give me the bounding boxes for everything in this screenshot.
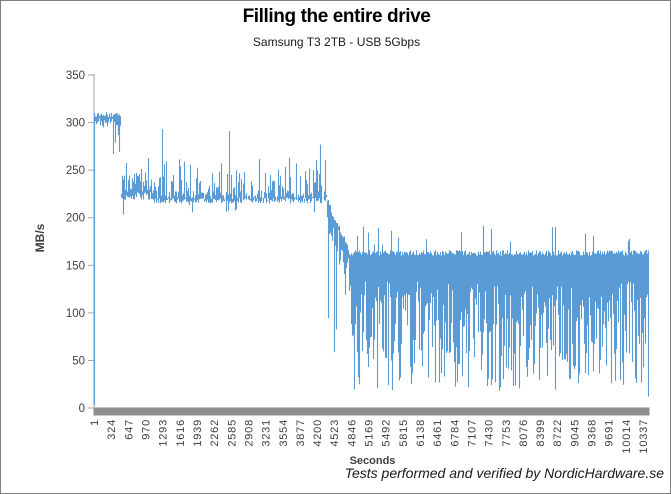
x-tick-label: 6138 bbox=[415, 419, 427, 447]
x-tick-label: 9045 bbox=[569, 419, 581, 447]
y-tick-label: 150 bbox=[66, 260, 85, 272]
x-axis-band bbox=[93, 407, 650, 416]
x-tick-label: 9691 bbox=[604, 419, 616, 447]
x-tick-label: 6461 bbox=[432, 419, 444, 447]
x-tick-label: 7753 bbox=[501, 419, 513, 447]
x-tick-label: 970 bbox=[141, 419, 153, 440]
x-tick-label: 5815 bbox=[398, 419, 410, 447]
x-tick-label: 8399 bbox=[535, 419, 547, 447]
x-tick-label: 10014 bbox=[621, 419, 633, 454]
y-tick-label: 100 bbox=[66, 308, 85, 320]
series-throughput bbox=[93, 112, 650, 406]
x-tick-label: 1 bbox=[89, 419, 101, 426]
y-tick-label: 350 bbox=[66, 70, 85, 82]
y-tick-label: 250 bbox=[66, 165, 85, 177]
x-tick-label: 2908 bbox=[243, 419, 255, 447]
x-axis-title: Seconds bbox=[349, 455, 396, 467]
x-tick-label: 4846 bbox=[346, 419, 358, 447]
x-tick-label: 8076 bbox=[518, 419, 530, 447]
x-tick-label: 647 bbox=[123, 419, 135, 440]
x-tick-label: 6784 bbox=[449, 419, 461, 447]
chart-subtitle: Samsung T3 2TB - USB 5Gbps bbox=[252, 35, 421, 49]
x-tick-label: 5492 bbox=[381, 419, 393, 447]
y-tick-label: 200 bbox=[66, 213, 85, 225]
x-tick-label: 1293 bbox=[158, 419, 170, 447]
x-tick-label: 3554 bbox=[278, 419, 290, 447]
x-tick-label: 3231 bbox=[261, 419, 273, 447]
y-tick-label: 0 bbox=[79, 403, 85, 415]
y-tick-label: 50 bbox=[72, 355, 85, 367]
x-tick-label: 1616 bbox=[175, 419, 187, 447]
x-tick-label: 2585 bbox=[226, 419, 238, 447]
x-tick-label: 324 bbox=[106, 419, 118, 440]
x-tick-label: 8722 bbox=[552, 419, 564, 447]
x-tick-label: 3877 bbox=[295, 419, 307, 447]
x-tick-label: 4200 bbox=[312, 419, 324, 447]
x-tick-label: 4523 bbox=[329, 419, 341, 447]
chart-title: Filling the entire drive bbox=[242, 6, 431, 27]
footer-credit: Tests performed and verified by NordicHa… bbox=[344, 465, 664, 481]
x-tick-label: 10337 bbox=[638, 419, 650, 454]
y-tick-label: 300 bbox=[66, 118, 85, 130]
chart-canvas: 0 50 100 150 200 250 300 350 1 324 647 970 1293 1616 1… bbox=[66, 70, 650, 454]
x-tick-label: 7430 bbox=[484, 419, 496, 447]
x-tick-label: 7107 bbox=[466, 419, 478, 447]
x-tick-label: 1939 bbox=[192, 419, 204, 447]
x-tick-label: 2262 bbox=[209, 419, 221, 447]
x-tick-label: 9368 bbox=[587, 419, 599, 447]
x-tick-label: 5169 bbox=[364, 419, 376, 447]
